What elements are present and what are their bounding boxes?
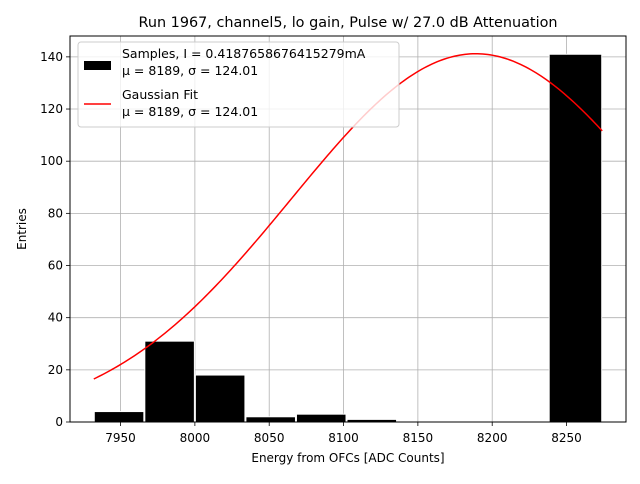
legend-box xyxy=(77,41,400,128)
x-tick-label: 8250 xyxy=(551,431,582,445)
x-axis-ticks: 7950 8000 8050 8100 8150 8200 8250 xyxy=(105,422,582,445)
x-tick-label: 8100 xyxy=(328,431,359,445)
y-tick-label: 120 xyxy=(40,102,63,116)
chart-title: Run 1967, channel5, lo gain, Pulse w/ 27… xyxy=(139,15,558,31)
histogram-bar xyxy=(548,53,603,423)
y-axis-label: Entries xyxy=(15,208,29,250)
x-tick-label: 8150 xyxy=(403,431,434,445)
histogram-bar xyxy=(245,416,296,423)
legend-swatch-samples xyxy=(84,61,111,70)
y-tick-label: 100 xyxy=(40,154,63,168)
legend-sublabel-fit: μ = 8189, σ = 124.01 xyxy=(122,104,258,119)
x-tick-label: 8200 xyxy=(477,431,508,445)
x-axis-label: Energy from OFCs [ADC Counts] xyxy=(251,451,444,465)
legend-label-fit: Gaussian Fit xyxy=(122,87,198,102)
histogram-bar xyxy=(144,340,195,423)
x-tick-label: 8050 xyxy=(254,431,285,445)
y-tick-label: 80 xyxy=(48,206,63,220)
y-tick-label: 40 xyxy=(48,311,63,325)
plot-area-frame xyxy=(69,35,627,423)
y-tick-label: 60 xyxy=(48,259,63,273)
histogram-bar xyxy=(93,411,145,423)
gaussian-fit-curve xyxy=(93,52,603,380)
y-tick-label: 140 xyxy=(40,50,63,64)
legend-label-samples: Samples, I = 0.4187658676415279mA xyxy=(122,46,366,61)
histogram-bars xyxy=(93,53,603,423)
y-tick-label: 0 xyxy=(55,415,63,429)
legend-sublabel-samples: μ = 8189, σ = 124.01 xyxy=(122,63,258,78)
histogram-bar xyxy=(295,413,347,423)
y-tick-label: 20 xyxy=(48,363,63,377)
x-tick-label: 7950 xyxy=(105,431,136,445)
fit-curve-layer xyxy=(93,52,603,380)
legend: Samples, I = 0.4187658676415279mA μ = 81… xyxy=(77,41,400,128)
y-axis-ticks: 0 20 40 60 80 100 120 140 xyxy=(40,50,70,429)
histogram-bar xyxy=(194,374,246,423)
x-tick-label: 8000 xyxy=(180,431,211,445)
